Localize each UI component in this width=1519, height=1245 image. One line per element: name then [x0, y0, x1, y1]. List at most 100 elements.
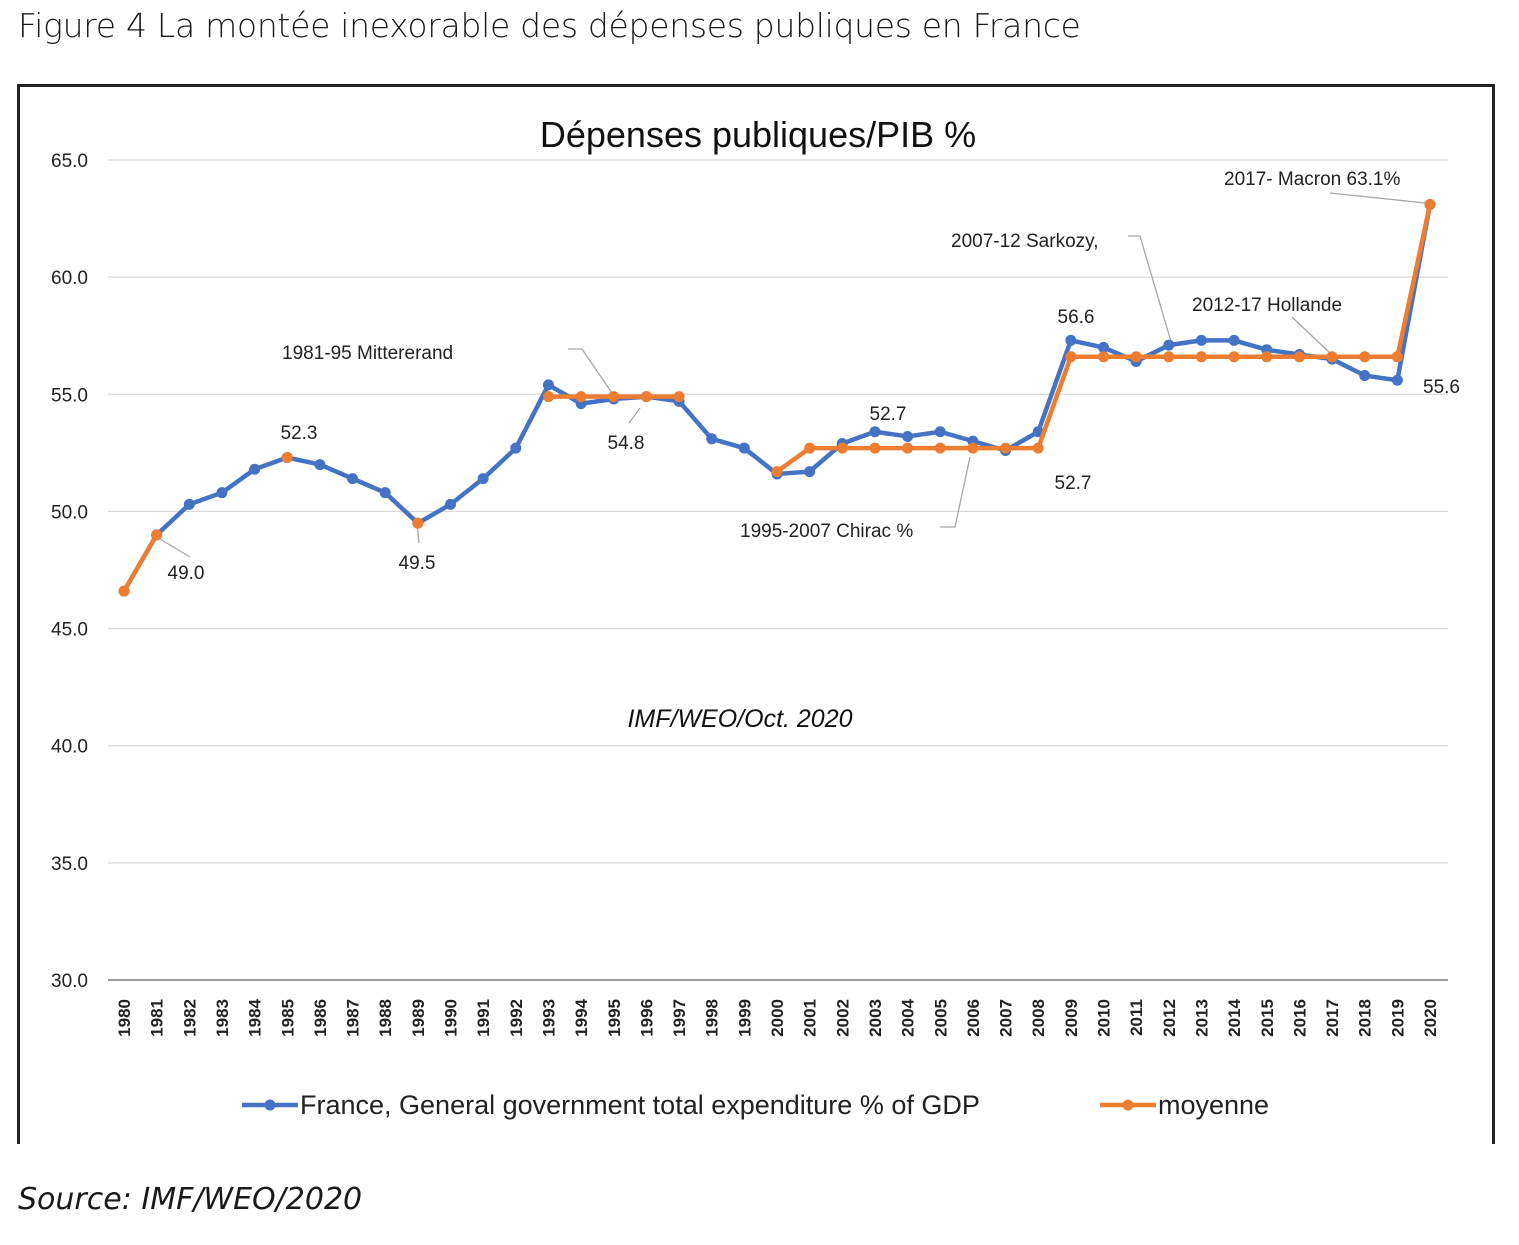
x-tick-label: 2001 — [801, 999, 820, 1037]
x-tick-label: 1990 — [442, 999, 461, 1037]
x-tick-label: 1997 — [670, 999, 689, 1037]
x-tick-label: 2008 — [1029, 999, 1048, 1037]
x-tick-label: 2019 — [1388, 999, 1407, 1037]
x-tick-label: 1982 — [180, 999, 199, 1037]
data-point — [1359, 370, 1371, 382]
annotation-chirac: 1995-2007 Chirac % — [740, 521, 913, 542]
x-tick-label: 2003 — [866, 999, 885, 1037]
data-point — [151, 529, 163, 541]
data-point — [1098, 351, 1109, 363]
annotation-leader — [1329, 192, 1426, 204]
x-tick-label: 1989 — [409, 999, 428, 1037]
data-point — [1326, 351, 1338, 363]
data-point — [542, 379, 554, 391]
legend-swatch-marker — [1122, 1099, 1134, 1111]
data-point — [902, 442, 914, 454]
data-point — [1359, 351, 1371, 363]
data-point — [804, 442, 816, 454]
data-point — [902, 430, 914, 442]
annotation-leader — [159, 538, 191, 558]
data-point — [1195, 351, 1207, 363]
data-point — [836, 442, 848, 454]
data-point — [1228, 351, 1240, 363]
x-tick-label: 2017 — [1323, 999, 1342, 1037]
y-tick-label: 60.0 — [51, 268, 88, 289]
data-point — [445, 498, 456, 510]
x-tick-label: 1994 — [572, 998, 591, 1036]
x-tick-label: 1984 — [246, 998, 265, 1036]
x-tick-label: 2013 — [1192, 999, 1211, 1037]
data-point — [542, 391, 554, 403]
legend-swatch-marker — [264, 1099, 276, 1111]
data-point — [183, 498, 195, 510]
annotation-leader — [568, 348, 617, 400]
x-tick-label: 2009 — [1062, 999, 1081, 1037]
label-1989: 49.5 — [399, 553, 436, 574]
x-tick-label: 1992 — [507, 999, 526, 1037]
x-tick-label: 1993 — [539, 999, 558, 1037]
data-point — [1261, 351, 1273, 363]
x-tick-label: 1981 — [148, 999, 167, 1037]
series-moyenne — [118, 199, 1436, 597]
x-tick-label: 1991 — [474, 999, 493, 1037]
x-tick-label: 1998 — [703, 999, 722, 1037]
x-tick-label: 1985 — [278, 999, 297, 1037]
data-point — [640, 391, 652, 403]
annotation-leader — [628, 407, 641, 424]
chart-watermark: IMF/WEO/Oct. 2020 — [627, 705, 852, 733]
y-axis-ticks: 30.0 35.0 40.0 45.0 50.0 55.0 60.0 65.0 — [51, 151, 88, 992]
data-point — [869, 442, 881, 454]
annotation-leader — [940, 456, 971, 528]
series-line — [121, 532, 159, 594]
data-point — [249, 463, 261, 475]
x-tick-label: 2005 — [931, 999, 950, 1037]
data-point — [967, 442, 979, 454]
label-2009: 56.6 — [1058, 307, 1095, 328]
series-layer — [118, 199, 1436, 597]
data-point — [314, 459, 326, 471]
figure-caption: Figure 4 La montée inexorable des dépens… — [18, 6, 1081, 45]
x-tick-label: 2015 — [1258, 999, 1277, 1037]
label-2003: 52.7 — [870, 404, 907, 425]
x-tick-label: 2020 — [1421, 999, 1440, 1037]
x-tick-label: 1980 — [115, 999, 134, 1037]
y-tick-label: 50.0 — [51, 502, 88, 523]
data-point — [1293, 351, 1305, 363]
data-point — [510, 442, 522, 454]
annotation-macron: 2017- Macron 63.1% — [1224, 169, 1400, 190]
data-point — [1424, 199, 1436, 211]
annotation-leader — [1128, 235, 1173, 346]
y-tick-label: 65.0 — [51, 151, 88, 172]
data-point — [1065, 351, 1077, 363]
legend-label: moyenne — [1158, 1090, 1269, 1120]
line-chart: Dépenses publiques/PIB % IMF/WEO/Oct. 20… — [51, 114, 1460, 1120]
grid-layer — [108, 159, 1448, 981]
data-point — [608, 391, 620, 403]
data-point — [1065, 334, 1077, 346]
legend-label: France, General government total expendi… — [300, 1090, 980, 1120]
y-tick-label: 45.0 — [51, 620, 88, 641]
x-tick-label: 1983 — [213, 999, 232, 1037]
data-point — [118, 585, 130, 597]
x-tick-label: 2007 — [997, 999, 1016, 1037]
y-tick-label: 35.0 — [51, 854, 88, 875]
chart-frame: Dépenses publiques/PIB % IMF/WEO/Oct. 20… — [17, 84, 1495, 1144]
x-tick-label: 1988 — [376, 999, 395, 1037]
data-point — [1098, 341, 1109, 353]
data-point — [1391, 374, 1403, 386]
x-tick-label: 2010 — [1095, 999, 1114, 1037]
label-2008: 52.7 — [1055, 473, 1092, 494]
data-point — [1000, 442, 1012, 454]
x-tick-label: 2011 — [1127, 999, 1146, 1036]
x-tick-label: 2006 — [964, 999, 983, 1037]
y-tick-label: 30.0 — [51, 971, 88, 992]
x-tick-label: 2014 — [1225, 998, 1244, 1036]
data-point — [477, 473, 489, 485]
x-tick-label: 1986 — [311, 999, 330, 1037]
legend: France, General government total expendi… — [242, 1090, 1269, 1120]
x-tick-label: 2012 — [1160, 999, 1179, 1037]
data-point — [934, 442, 946, 454]
data-point — [281, 452, 293, 464]
data-point — [216, 487, 228, 499]
label-1981: 49.0 — [168, 563, 205, 584]
